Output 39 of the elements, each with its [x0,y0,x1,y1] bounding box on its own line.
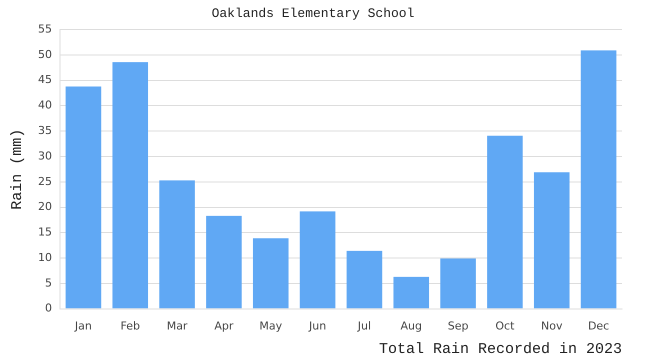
y-tick-label: 30 [38,149,52,162]
x-tick-label: Sep [448,319,468,332]
bar [534,172,570,308]
bar [66,86,102,308]
y-tick-label: 45 [38,73,52,86]
y-tick-label: 55 [38,22,52,36]
bar [346,250,382,308]
x-axis-title: Total Rain Recorded in 2023 [378,340,622,358]
bar [440,258,476,308]
x-tick-label: Apr [214,319,234,332]
y-tick-label: 5 [44,276,52,290]
y-tick-label: 0 [44,302,52,315]
y-tick-label: 20 [38,200,52,214]
bar [159,180,195,308]
y-axis-title: Rain (mm) [8,128,26,210]
bar [206,216,242,308]
chart-title: Oaklands Elementary School [212,6,415,22]
x-tick-label: Dec [588,319,610,332]
x-tick-label: Nov [541,319,563,332]
x-tick-label: Jul [356,319,372,332]
y-tick-label: 40 [38,98,52,112]
y-tick-label: 15 [38,226,52,239]
bar [487,136,523,308]
y-tick-label: 10 [38,250,52,264]
bar [300,211,336,308]
x-tick-label: Jun [308,319,326,332]
x-tick-label: Feb [120,319,140,332]
bar [252,238,289,308]
bar [393,276,430,308]
x-tick-label: May [259,319,283,332]
x-tick-label: Aug [400,319,422,332]
x-tick-label: Oct [495,319,516,332]
x-tick-label: Jan [74,319,92,332]
x-tick-label: Mar [166,319,188,332]
bar [112,62,148,308]
y-tick-label: 50 [38,48,52,61]
y-tick-label: 25 [38,174,52,188]
bar [580,50,616,308]
y-tick-label: 35 [38,124,52,137]
